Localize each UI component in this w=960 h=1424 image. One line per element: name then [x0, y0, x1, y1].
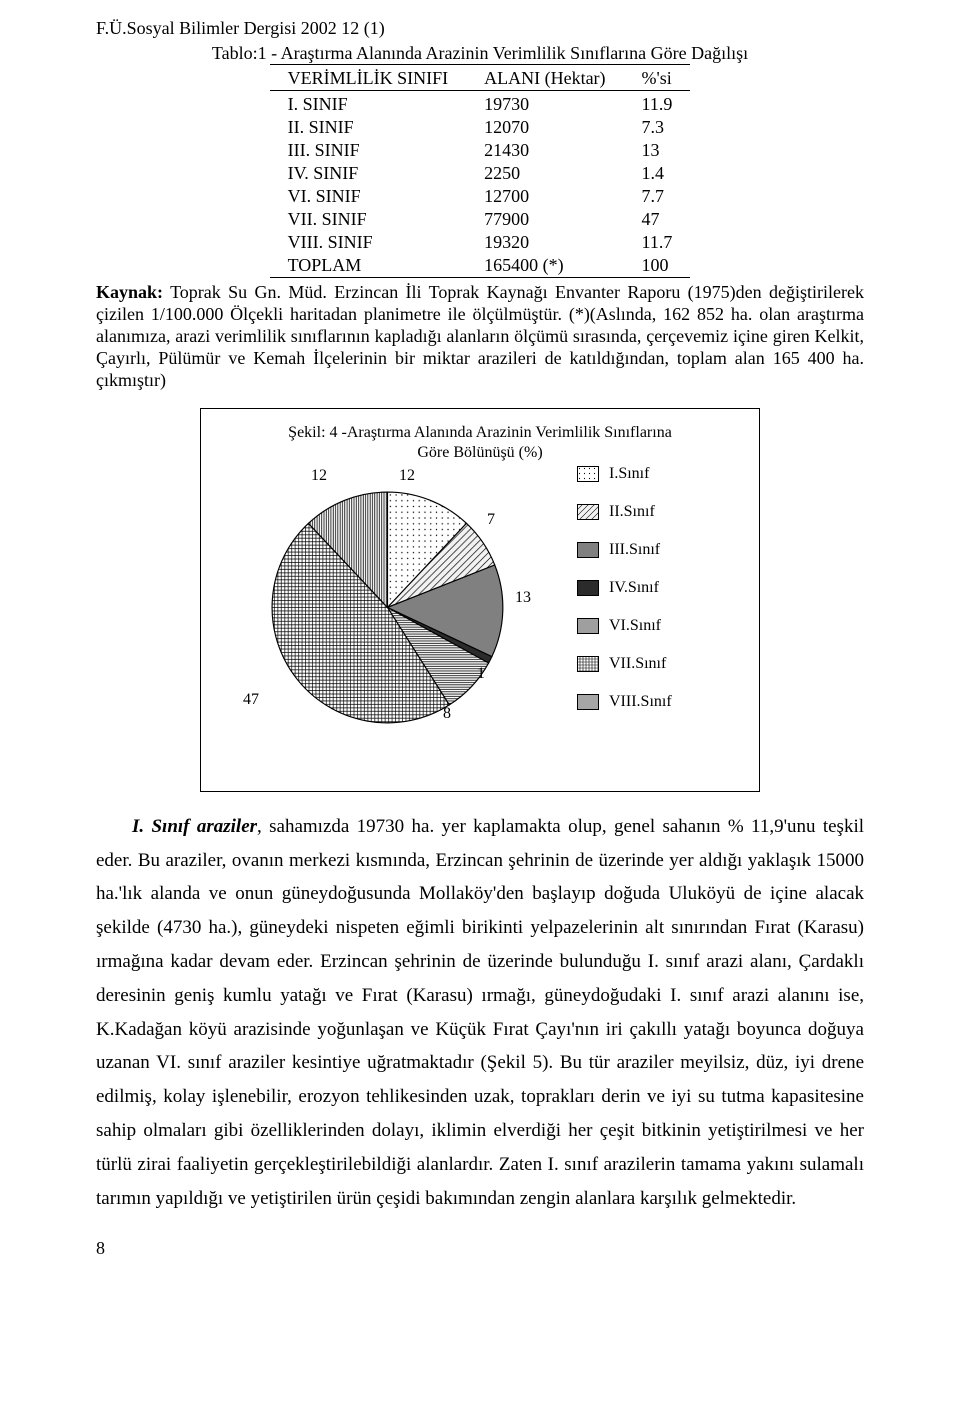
table-row: IV. SINIF22501.4 [270, 162, 691, 185]
legend-item: VII.Sınıf [577, 655, 672, 673]
page-number: 8 [96, 1238, 864, 1259]
legend-label: IV.Sınıf [609, 579, 659, 597]
table-row: VII. SINIF7790047 [270, 208, 691, 231]
pie-slice-label: 8 [443, 705, 451, 723]
running-head: F.Ü.Sosyal Bilimler Dergisi 2002 12 (1) [96, 18, 864, 39]
pie-chart-box: Şekil: 4 -Araştırma Alanında Arazinin Ve… [200, 408, 760, 792]
table-col-2: %'si [624, 67, 691, 91]
table-row: VIII. SINIF1932011.7 [270, 231, 691, 254]
legend-label: II.Sınıf [609, 503, 655, 521]
table-row: III. SINIF2143013 [270, 139, 691, 162]
legend-item: VI.Sınıf [577, 617, 672, 635]
legend-label: VII.Sınıf [609, 655, 666, 673]
chart-caption-line1: Şekil: 4 -Araştırma Alanında Arazinin Ve… [288, 424, 672, 441]
table-row: VI. SINIF127007.7 [270, 185, 691, 208]
legend-label: I.Sınıf [609, 465, 649, 483]
pie-slice-label: 12 [399, 467, 415, 485]
chart-caption: Şekil: 4 -Araştırma Alanında Arazinin Ve… [215, 423, 745, 463]
pie-slice-label: 47 [243, 691, 259, 709]
pie-chart: 12713184712 [249, 469, 549, 769]
legend-item: II.Sınıf [577, 503, 672, 521]
source-text: Toprak Su Gn. Müd. Erzincan İli Toprak K… [96, 282, 864, 390]
table-row: TOPLAM165400 (*)100 [270, 254, 691, 278]
table-col-0: VERİMLİLİK SINIFI [270, 67, 466, 91]
table-source: Kaynak: Toprak Su Gn. Müd. Erzincan İli … [96, 282, 864, 392]
pie-slice-label: 7 [487, 511, 495, 529]
legend-item: IV.Sınıf [577, 579, 672, 597]
legend-label: VI.Sınıf [609, 617, 661, 635]
table-title: Tablo:1 - Araştırma Alanında Arazinin Ve… [96, 43, 864, 64]
pie-slice-label: 13 [515, 589, 531, 607]
productivity-table: VERİMLİLİK SINIFI ALANI (Hektar) %'si I.… [270, 64, 691, 280]
paragraph-text: , sahamızda 19730 ha. yer kaplamakta olu… [96, 816, 864, 1209]
pie-slice-label: 12 [311, 467, 327, 485]
table-col-1: ALANI (Hektar) [466, 67, 623, 91]
legend-label: III.Sınıf [609, 541, 660, 559]
legend-label: VIII.Sınıf [609, 693, 672, 711]
pie-slice-label: 1 [477, 665, 485, 683]
legend-item: VIII.Sınıf [577, 693, 672, 711]
chart-legend: I.Sınıf II.Sınıf III.Sınıf IV.Sınıf VI.Sınıf… [577, 465, 672, 731]
table-row: I. SINIF1973011.9 [270, 93, 691, 116]
legend-item: III.Sınıf [577, 541, 672, 559]
paragraph-lead: I. Sınıf araziler [132, 816, 257, 837]
source-label: Kaynak: [96, 282, 163, 302]
chart-caption-line2: Göre Bölünüşü (%) [417, 444, 542, 461]
legend-item: I.Sınıf [577, 465, 672, 483]
body-paragraph: I. Sınıf araziler, sahamızda 19730 ha. y… [96, 810, 864, 1216]
table-row: II. SINIF120707.3 [270, 116, 691, 139]
